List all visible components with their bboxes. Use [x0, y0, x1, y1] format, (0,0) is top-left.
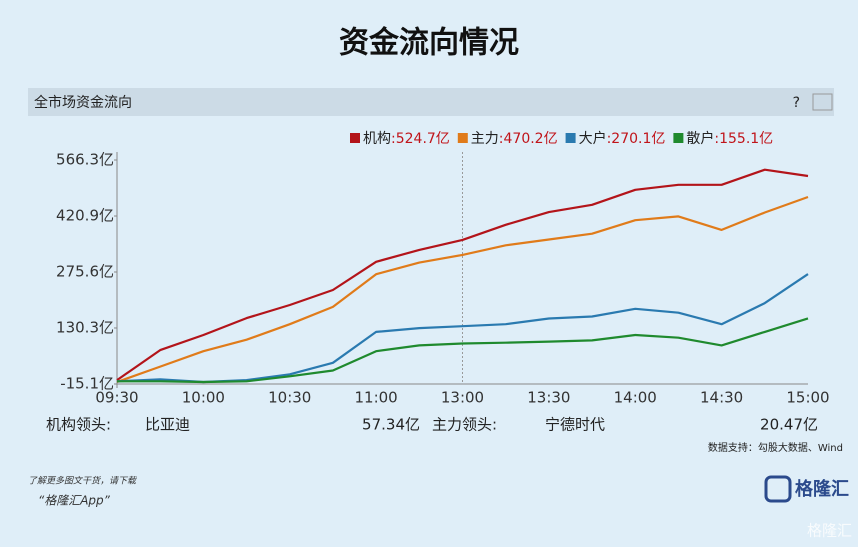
y-tick-label: 130.3亿: [56, 318, 114, 336]
leader-name: 宁德时代: [545, 416, 605, 434]
x-tick-label: 13:00: [441, 389, 484, 407]
x-tick-label: 14:30: [700, 389, 743, 407]
leader-name: 比亚迪: [145, 416, 190, 434]
legend-swatch: [350, 133, 360, 143]
legend-swatch: [457, 133, 468, 143]
series-line: [116, 168, 809, 382]
x-tick-label: 14:00: [614, 389, 657, 407]
legend-name: 机构: [363, 131, 391, 147]
x-tick-label: 10:00: [182, 389, 225, 407]
page-title: 资金流向情况: [339, 26, 519, 61]
x-tick-label: 10:30: [268, 389, 311, 407]
wp-icon: [812, 93, 833, 111]
footer-app: “格隆汇App”: [38, 494, 111, 508]
watermark: 格隆汇: [807, 522, 852, 540]
x-tick-label: 13:30: [527, 389, 570, 407]
y-tick-label: 566.3亿: [56, 151, 114, 169]
legend-value: :270.1亿: [607, 131, 666, 147]
leader-value: 20.47亿: [760, 416, 818, 434]
x-tick-label: 11:00: [355, 389, 398, 407]
x-tick-label: 09:30: [95, 389, 138, 407]
series-line: [116, 195, 809, 384]
legend-value: :524.7亿: [391, 131, 450, 147]
legend-value: :155.1亿: [714, 131, 773, 147]
x-tick-label: 15:00: [786, 389, 829, 407]
source: 数据支持：勾股大数据、Wind: [708, 441, 843, 454]
legend-value: :470.2亿: [499, 131, 558, 147]
logo: 格隆汇: [795, 478, 849, 500]
legend-name: 主力: [471, 131, 499, 147]
leader-label: 主力领头:: [432, 416, 497, 434]
y-tick-label: -15.1亿: [60, 375, 114, 393]
y-tick-label: 275.6亿: [56, 263, 114, 281]
leader-value: 57.34亿: [362, 416, 420, 434]
panel-header: [28, 88, 834, 116]
series-line: [117, 317, 809, 384]
footer-line: 了解更多图文干货，请下载: [28, 476, 137, 487]
legend-swatch: [565, 133, 576, 143]
y-tick-label: 420.9亿: [56, 207, 114, 225]
logo-icon: [764, 475, 792, 503]
leader-label: 机构领头:: [46, 416, 111, 434]
legend-swatch: [673, 133, 684, 143]
legend-name: 大户: [579, 130, 607, 147]
legend-name: 散户: [686, 130, 714, 147]
panel-title: 全市场资金流向: [34, 94, 132, 111]
help-icon[interactable]: ?: [793, 95, 800, 111]
